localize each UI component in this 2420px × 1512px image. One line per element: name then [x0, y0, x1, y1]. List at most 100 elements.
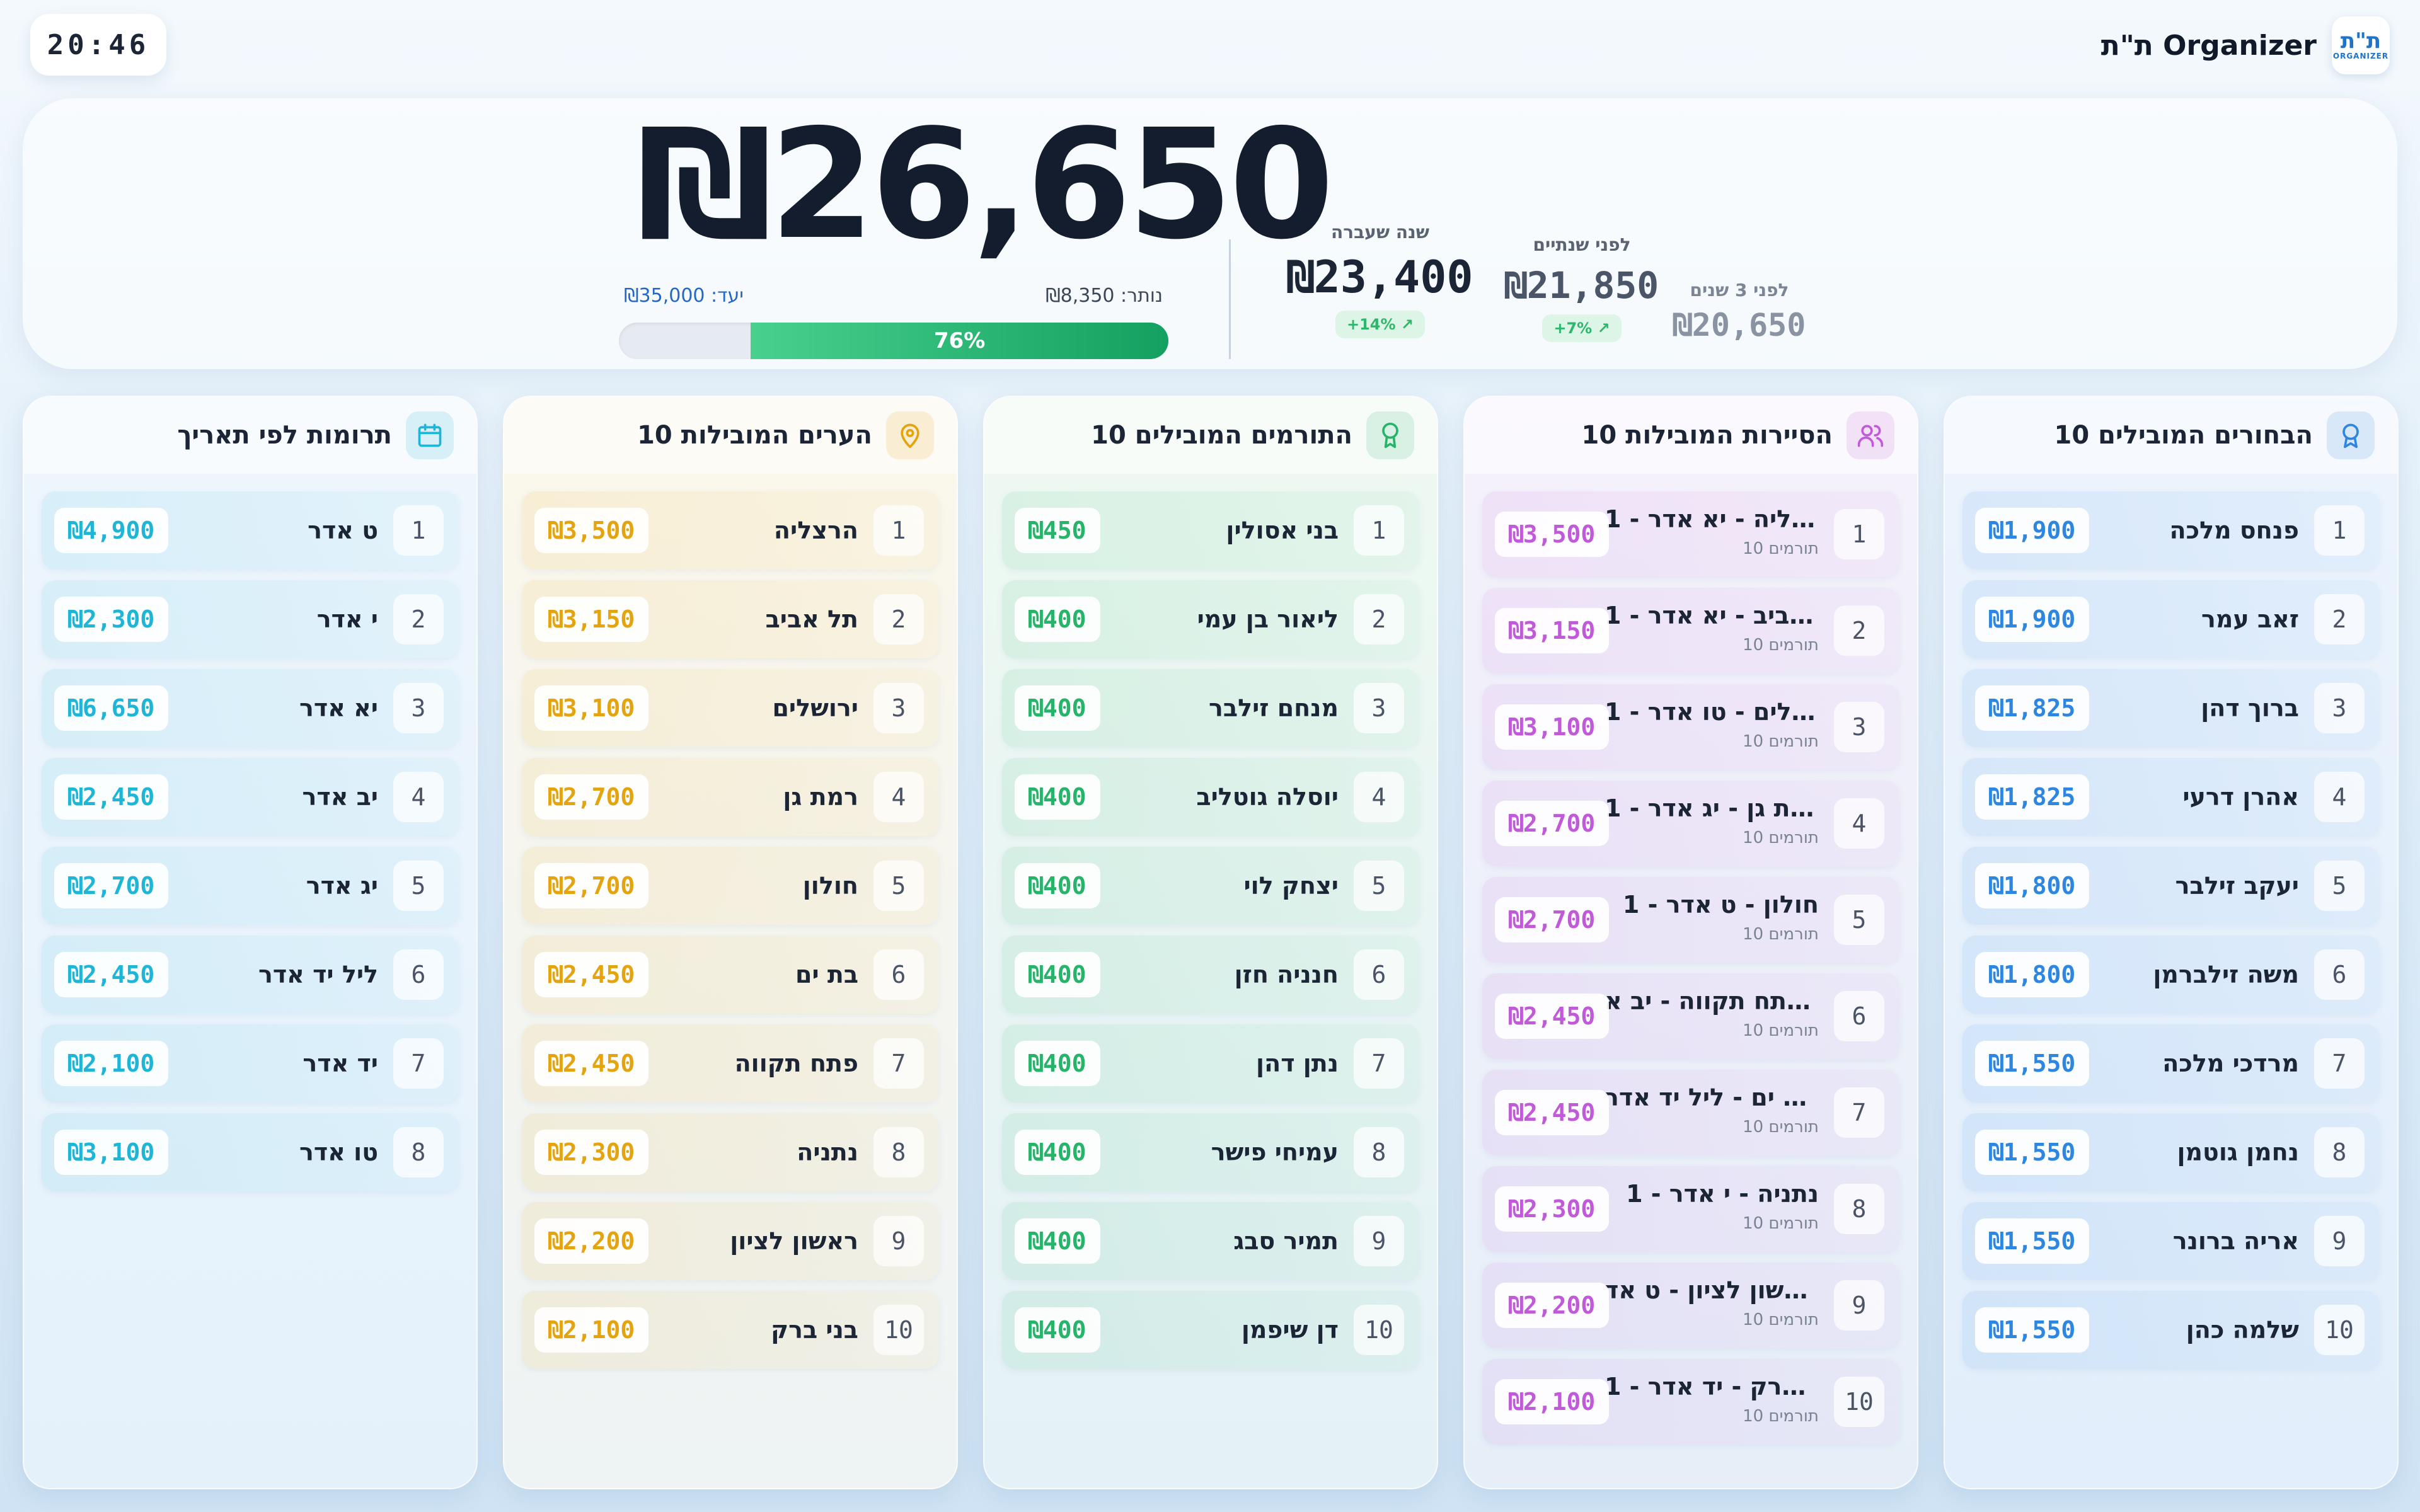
rank-number: 2: [393, 594, 444, 644]
item-name: מנחם זילבר: [1209, 694, 1339, 722]
list-item: 1 ט אדר ₪4,900: [42, 491, 459, 570]
item-name: רמת גן - יג אדר - 1: [1605, 794, 1819, 822]
item-amount: ₪2,450: [54, 952, 169, 997]
item-amount: ₪400: [1015, 685, 1100, 731]
rank-number: 4: [393, 772, 444, 822]
summary-divider: [1229, 239, 1231, 359]
stat-two-years: לפני שנתיים ₪21,850 +7% ↗: [1487, 234, 1676, 342]
list-item: 4 רמת גן ₪2,700: [522, 758, 939, 836]
list-item: 3 ירושלים ₪3,100: [522, 669, 939, 747]
brand-logo-text: ת"ת: [2340, 28, 2382, 54]
item-name: יב אדר: [302, 783, 378, 811]
item-amount: ₪1,550: [1975, 1307, 2090, 1353]
list-item: 7 יד אדר ₪2,100: [42, 1024, 459, 1102]
list-item: 8 נתניה - י אדר - 1 ₪2,300 10 תורמים: [1482, 1166, 1899, 1252]
item-name: רמת גן: [783, 783, 858, 811]
rank-number: 7: [2314, 1038, 2365, 1089]
rank-number: 10: [873, 1305, 924, 1355]
rank-number: 6: [2314, 949, 2365, 1000]
item-amount: ₪2,100: [54, 1041, 169, 1086]
item-name: ט אדר: [308, 517, 378, 544]
item-amount: ₪2,450: [1495, 994, 1610, 1039]
item-amount: ₪2,450: [1495, 1090, 1610, 1135]
map-pin-icon: [886, 411, 934, 459]
stat-three-years: לפני 3 שנים ₪20,650: [1664, 280, 1815, 343]
brand-logo: ת"ת ORGANIZER: [2332, 16, 2390, 74]
rank-number: 5: [1834, 895, 1884, 945]
list-item: 10 דן שיפמן ₪400: [1002, 1291, 1419, 1369]
item-amount: ₪2,700: [534, 863, 649, 908]
item-amount: ₪2,300: [1495, 1186, 1610, 1232]
rank-number: 8: [2314, 1127, 2365, 1177]
list-item: 1 בני אסולין ₪450: [1002, 491, 1419, 570]
rank-number: 3: [1834, 702, 1884, 752]
item-name: פנחס מלכה: [2169, 517, 2300, 544]
item-amount: ₪1,900: [1975, 597, 2090, 642]
stat-three-years-label: לפני 3 שנים: [1690, 280, 1789, 301]
rank-number: 5: [2314, 861, 2365, 911]
item-name: ליל יד אדר: [258, 961, 378, 988]
summary-card: [23, 98, 2397, 369]
rank-number: 8: [873, 1127, 924, 1177]
list-item: 4 אהרן דרעי ₪1,825: [1962, 758, 2380, 836]
list-item: 2 י אדר ₪2,300: [42, 580, 459, 658]
calendar-icon: [406, 411, 454, 459]
rank-number: 9: [1354, 1216, 1404, 1266]
list-item: 7 נתן דהן ₪400: [1002, 1024, 1419, 1102]
rank-number: 4: [1354, 772, 1404, 822]
progress-fill: 76%: [751, 323, 1168, 359]
list-item: 4 יב אדר ₪2,450: [42, 758, 459, 836]
item-name: אריה ברונר: [2172, 1227, 2299, 1255]
item-name: יוסלה גוטליב: [1196, 783, 1339, 811]
item-amount: ₪1,825: [1975, 685, 2090, 731]
rank-number: 9: [2314, 1216, 2365, 1266]
progress-bar: 76%: [619, 323, 1168, 359]
item-name: נחמן גוטמן: [2177, 1138, 2299, 1166]
rank-number: 6: [393, 949, 444, 1000]
item-amount: ₪1,800: [1975, 952, 2090, 997]
item-subtitle: 10 תורמים: [1743, 636, 1819, 655]
list-item: 3 ירושלים - טו אדר - 1 ₪3,100 10 תורמים: [1482, 684, 1899, 770]
stat-last-year: שנה שעברה ₪23,400 +14% ↗: [1286, 222, 1475, 338]
item-subtitle: 10 תורמים: [1743, 732, 1819, 751]
list-item: 9 תמיר סבג ₪400: [1002, 1202, 1419, 1280]
progress-label: 76%: [933, 328, 986, 353]
rank-number: 6: [1354, 949, 1404, 1000]
item-name: חולון: [802, 872, 858, 900]
item-name: י אדר: [316, 605, 378, 633]
item-name: יג אדר: [306, 872, 378, 900]
column-title-tours: 10 הסיירות המובילות: [1581, 421, 1833, 450]
rank-number: 1: [393, 505, 444, 556]
column-header-cities: 10 הערים המובילות: [504, 397, 957, 474]
column-students: 10 הבחורים המובילים 1 פנחס מלכה ₪1,900 2 זאב …: [1944, 396, 2399, 1489]
remaining-label: נותר: ₪8,350: [1046, 285, 1163, 307]
brand: ת"ת Organizer ת"ת ORGANIZER: [2101, 15, 2390, 76]
users-icon: [1847, 411, 1894, 459]
rank-number: 2: [1354, 594, 1404, 644]
item-amount: ₪2,300: [54, 597, 169, 642]
brand-name: ת"ת Organizer: [2100, 29, 2317, 62]
rank-number: 6: [1834, 991, 1884, 1041]
stat-two-years-value: ₪21,850: [1504, 264, 1659, 307]
item-amount: ₪2,100: [534, 1307, 649, 1353]
list-item: 5 יצחק לוי ₪400: [1002, 847, 1419, 925]
column-dates: תרומות לפי תאריך 1 ט אדר ₪4,900 2 י אדר ₪2,300…: [23, 396, 478, 1489]
list-item: 2 תל אביב ₪3,150: [522, 580, 939, 658]
item-amount: ₪400: [1015, 774, 1100, 820]
list-item: 1 פנחס מלכה ₪1,900: [1962, 491, 2380, 570]
item-name: מרדכי מלכה: [2162, 1050, 2299, 1077]
item-name: פתח תקווה: [734, 1050, 858, 1077]
item-name: בת ים: [795, 961, 858, 988]
item-amount: ₪1,900: [1975, 508, 2090, 553]
item-amount: ₪1,550: [1975, 1218, 2090, 1264]
item-name: טו אדר: [299, 1138, 378, 1166]
list-item: 7 בת ים - ליל יד אדר...₪2,450 10 תורמים: [1482, 1070, 1899, 1155]
list-item: 1 הרצליה ₪3,500: [522, 491, 939, 570]
item-name: משה זילברמן: [2153, 961, 2299, 988]
item-subtitle: 10 תורמים: [1743, 1407, 1819, 1426]
list-item: 6 חנניה חזן ₪400: [1002, 936, 1419, 1014]
rank-number: 8: [393, 1127, 444, 1177]
item-amount: ₪4,900: [54, 508, 169, 553]
item-name: פתח תקווה - יב א...: [1605, 987, 1819, 1015]
item-amount: ₪2,100: [1495, 1379, 1610, 1424]
